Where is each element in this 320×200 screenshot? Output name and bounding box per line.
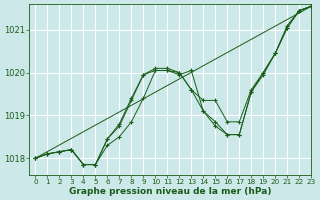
X-axis label: Graphe pression niveau de la mer (hPa): Graphe pression niveau de la mer (hPa): [69, 187, 272, 196]
